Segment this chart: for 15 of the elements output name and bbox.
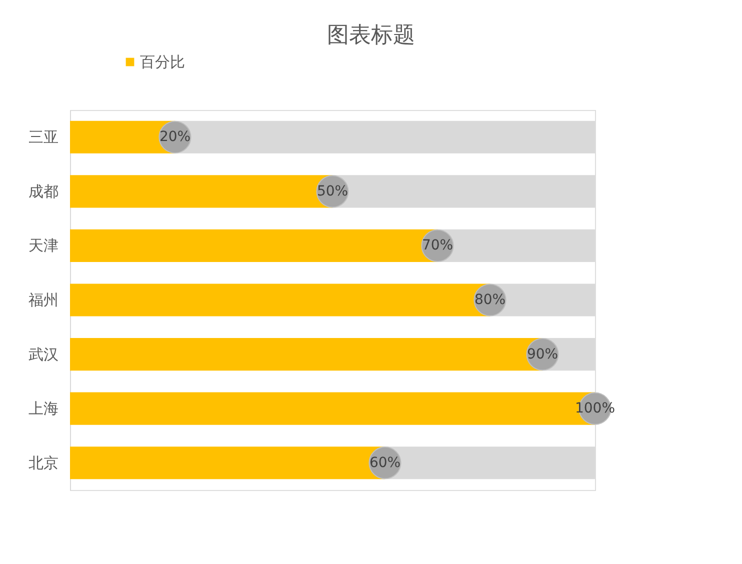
y-tick-label: 三亚	[28, 128, 58, 146]
y-tick-label: 上海	[28, 400, 58, 418]
y-tick-label: 福州	[28, 291, 58, 309]
y-tick-label: 天津	[28, 236, 58, 255]
y-tick-label: 北京	[28, 454, 58, 472]
data-label: 80%	[474, 292, 506, 308]
y-tick-label: 武汉	[28, 345, 58, 364]
chart-title: 图表标题	[327, 23, 415, 48]
data-label: 50%	[316, 183, 348, 200]
y-tick-label: 成都	[28, 182, 58, 200]
data-label: 60%	[369, 454, 401, 471]
data-label: 70%	[422, 238, 454, 254]
legend-label: 百分比	[140, 53, 185, 71]
data-label: 90%	[526, 346, 558, 362]
data-label: 20%	[159, 129, 191, 146]
